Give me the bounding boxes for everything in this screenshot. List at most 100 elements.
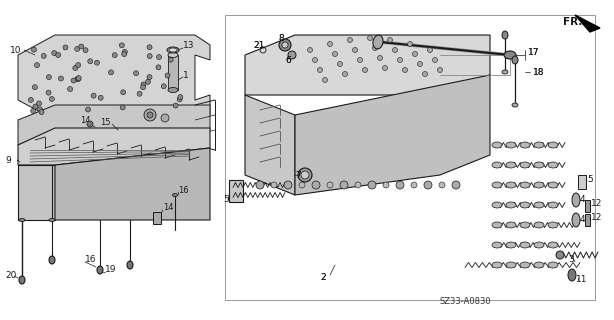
Circle shape <box>52 51 56 56</box>
Circle shape <box>411 182 417 188</box>
Ellipse shape <box>572 213 580 227</box>
Text: 7: 7 <box>295 171 301 180</box>
Circle shape <box>313 58 317 62</box>
Ellipse shape <box>173 194 177 196</box>
Circle shape <box>338 61 343 67</box>
Circle shape <box>439 182 445 188</box>
Text: 2: 2 <box>320 274 325 283</box>
Text: 12: 12 <box>591 213 602 222</box>
Circle shape <box>161 84 166 89</box>
Ellipse shape <box>548 162 558 168</box>
Circle shape <box>63 45 68 50</box>
Circle shape <box>383 182 389 188</box>
Bar <box>168 55 178 90</box>
Ellipse shape <box>169 48 177 52</box>
Circle shape <box>112 52 117 58</box>
Bar <box>585 214 590 226</box>
Ellipse shape <box>520 142 530 148</box>
Text: 14: 14 <box>163 204 174 212</box>
Circle shape <box>76 76 81 81</box>
Circle shape <box>288 51 296 59</box>
Circle shape <box>256 181 264 189</box>
Ellipse shape <box>548 142 558 148</box>
Circle shape <box>308 47 313 52</box>
Text: 12: 12 <box>591 199 602 209</box>
Text: 8: 8 <box>278 34 284 43</box>
Text: 4: 4 <box>580 215 586 225</box>
Circle shape <box>422 71 427 76</box>
Circle shape <box>49 96 55 101</box>
Ellipse shape <box>19 219 25 221</box>
Circle shape <box>271 182 277 188</box>
Circle shape <box>378 55 383 60</box>
Circle shape <box>122 49 127 54</box>
Circle shape <box>408 42 413 46</box>
Circle shape <box>95 60 99 65</box>
Ellipse shape <box>520 162 530 168</box>
Circle shape <box>322 77 327 83</box>
Circle shape <box>432 58 438 62</box>
Text: 6: 6 <box>285 55 291 65</box>
Circle shape <box>343 71 348 76</box>
Circle shape <box>438 68 443 73</box>
Circle shape <box>312 181 320 189</box>
Circle shape <box>397 58 403 62</box>
Circle shape <box>383 66 387 70</box>
Circle shape <box>147 112 153 118</box>
Circle shape <box>31 108 36 113</box>
Ellipse shape <box>506 182 516 188</box>
Ellipse shape <box>534 262 544 268</box>
Ellipse shape <box>534 182 544 188</box>
Ellipse shape <box>492 182 502 188</box>
Ellipse shape <box>168 52 178 58</box>
Circle shape <box>71 78 76 83</box>
Circle shape <box>368 36 373 41</box>
Text: 9: 9 <box>5 156 11 164</box>
Ellipse shape <box>534 202 544 208</box>
Ellipse shape <box>492 202 502 208</box>
Ellipse shape <box>548 202 558 208</box>
Circle shape <box>34 63 39 68</box>
Text: 15: 15 <box>100 117 111 126</box>
Polygon shape <box>575 15 600 32</box>
Polygon shape <box>245 95 295 195</box>
Text: 5: 5 <box>223 196 229 204</box>
Circle shape <box>177 97 182 102</box>
Circle shape <box>68 86 72 92</box>
Circle shape <box>327 42 333 46</box>
Circle shape <box>157 55 161 60</box>
Circle shape <box>156 65 161 70</box>
Polygon shape <box>18 165 55 220</box>
Ellipse shape <box>492 242 502 248</box>
Circle shape <box>147 45 152 50</box>
Circle shape <box>147 54 152 59</box>
Circle shape <box>424 181 432 189</box>
Bar <box>153 212 161 224</box>
Circle shape <box>58 76 63 81</box>
Circle shape <box>109 70 114 75</box>
Circle shape <box>427 47 432 52</box>
Ellipse shape <box>504 51 516 59</box>
Ellipse shape <box>548 182 558 188</box>
Text: 10: 10 <box>10 45 21 54</box>
Polygon shape <box>18 35 210 120</box>
Circle shape <box>298 168 312 182</box>
Ellipse shape <box>534 222 544 228</box>
Ellipse shape <box>520 182 530 188</box>
Circle shape <box>121 90 126 95</box>
Ellipse shape <box>534 142 544 148</box>
Polygon shape <box>295 75 490 195</box>
Ellipse shape <box>548 242 558 248</box>
Circle shape <box>75 77 80 82</box>
Circle shape <box>299 182 305 188</box>
Text: 4: 4 <box>580 196 586 204</box>
Text: 21: 21 <box>253 41 265 50</box>
Circle shape <box>134 71 139 76</box>
Ellipse shape <box>520 202 530 208</box>
Circle shape <box>33 104 38 109</box>
Ellipse shape <box>127 261 133 269</box>
Ellipse shape <box>548 222 558 228</box>
Circle shape <box>37 107 42 112</box>
Text: 19: 19 <box>105 266 117 275</box>
Circle shape <box>144 109 156 121</box>
